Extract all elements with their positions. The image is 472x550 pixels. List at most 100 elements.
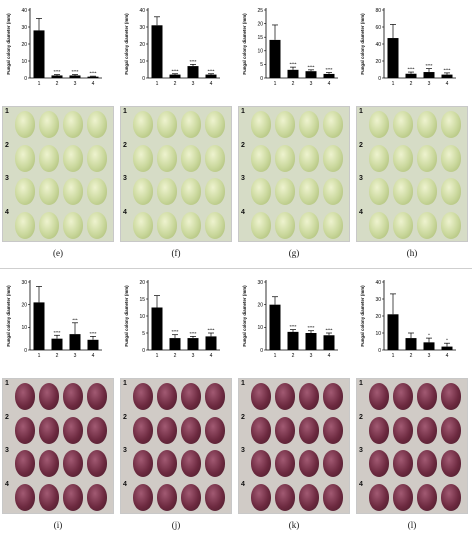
grape-berry [299,416,319,444]
grape-berry [15,144,35,172]
bar-3 [423,342,435,350]
y-tick-label: 0 [142,76,145,82]
grape-berry [441,211,461,239]
grape-berry [39,383,59,410]
grape-berry [441,450,461,477]
photo-row-label: 3 [123,175,127,182]
photo-row-label: 2 [241,413,245,421]
bar-2 [169,338,181,350]
grape-berry [181,450,201,477]
grape-berry [441,383,461,410]
significance-label: **** [325,328,332,333]
photo-row-label: 2 [123,413,127,421]
bar-chart-l: 0 10 20 30 40 Fungal colony diameter (mm) 1 2 * 3… [360,280,456,359]
photo-row: 4 [3,208,113,241]
photo-row-label: 3 [5,447,9,454]
x-tick-label: 2 [292,353,295,359]
grape-berry [87,178,107,205]
y-tick-label: 10 [21,325,27,331]
y-tick-label: 20 [139,42,145,48]
bar-3 [69,334,81,350]
y-tick-label: 20 [375,314,381,320]
x-tick-label: 3 [310,81,313,87]
panel-caption: (j) [171,520,181,530]
figure-panel-h: 0 20 40 60 80 Fungal colony diameter (mm) 1 ***… [356,2,468,264]
significance-label: **** [207,68,214,73]
grape-berry [323,483,343,511]
y-tick-label: 30 [257,280,263,286]
grape-berry [87,416,107,444]
y-axis-label: Fungal colony diameter (mm) [124,285,129,347]
grape-berry [15,178,35,205]
bar-2 [287,331,299,350]
grape-photo-l: 1 2 3 4 [356,378,468,514]
grape-berry [39,178,59,205]
grape-photo-j: 1 2 3 4 [120,378,232,514]
grape-berry [323,178,343,205]
photo-row: 3 [121,174,231,207]
grape-berry [417,211,437,239]
y-tick-label: 20 [21,42,27,48]
photo-row: 1 [239,379,349,412]
bar-1 [269,304,281,350]
x-tick-label: 4 [92,353,95,359]
y-tick-label: 20 [139,280,145,286]
grape-photo-f: 1 2 3 4 [120,106,232,242]
photo-row-label: 1 [5,108,9,115]
photo-row: 1 [357,379,467,412]
grape-berry [417,111,437,138]
bar-chart-g: 0 5 10 15 20 25 Fungal colony diameter (mm) 1 **… [242,8,338,87]
grape-berry [133,211,153,239]
photo-row: 4 [239,480,349,513]
photo-row-label: 2 [123,141,127,149]
panel-caption: (e) [53,248,63,258]
significance-label: * [446,338,448,343]
bar-chart-j: 0 5 10 15 20 Fungal colony diameter (mm) 1 ****… [124,280,220,359]
grape-berry [181,211,201,239]
x-tick-label: 4 [92,81,95,87]
grape-berry [157,178,177,205]
grape-photo-k: 1 2 3 4 [238,378,350,514]
grape-berry [417,178,437,205]
grape-photo-e: 1 2 3 4 [2,106,114,242]
grape-berry [205,450,225,477]
grape-berry [63,483,83,511]
bar-chart-i: 0 10 20 30 Fungal colony diameter (mm) 1 **** 2… [6,280,102,359]
grape-berry [205,144,225,172]
y-tick-label: 15 [257,35,263,41]
grape-berry [251,416,271,444]
grape-berry [393,144,413,172]
y-tick-label: 0 [260,348,263,354]
grape-berry [441,416,461,444]
grape-berry [393,416,413,444]
figure-panel-i: 0 10 20 30 Fungal colony diameter (mm) 1 **** 2… [2,274,114,536]
grape-berry [393,211,413,239]
grape-berry [323,450,343,477]
row-divider [0,268,472,269]
y-tick-label: 10 [21,59,27,65]
grape-berry [133,144,153,172]
bar-1 [151,25,163,78]
grape-berry [205,178,225,205]
grape-berry [63,416,83,444]
grape-berry [299,483,319,511]
photo-row-label: 2 [241,141,245,149]
x-tick-label: 3 [74,353,77,359]
x-tick-label: 4 [446,81,449,87]
x-tick-label: 2 [174,81,177,87]
photo-row: 3 [357,174,467,207]
grape-berry [39,211,59,239]
grape-berry [299,144,319,172]
photo-row-label: 4 [5,208,9,216]
y-tick-label: 30 [21,25,27,31]
grape-berry [15,211,35,239]
bar-4 [323,335,335,350]
significance-label: **** [171,68,178,73]
bar-2 [51,338,63,350]
y-tick-label: 40 [375,280,381,286]
bar-chart-f: 0 10 20 30 40 Fungal colony diameter (mm) 1 ***… [124,8,220,87]
bar-2 [405,338,417,350]
grape-berry [157,383,177,410]
y-tick-label: 40 [139,8,145,14]
significance-label: **** [289,62,296,67]
